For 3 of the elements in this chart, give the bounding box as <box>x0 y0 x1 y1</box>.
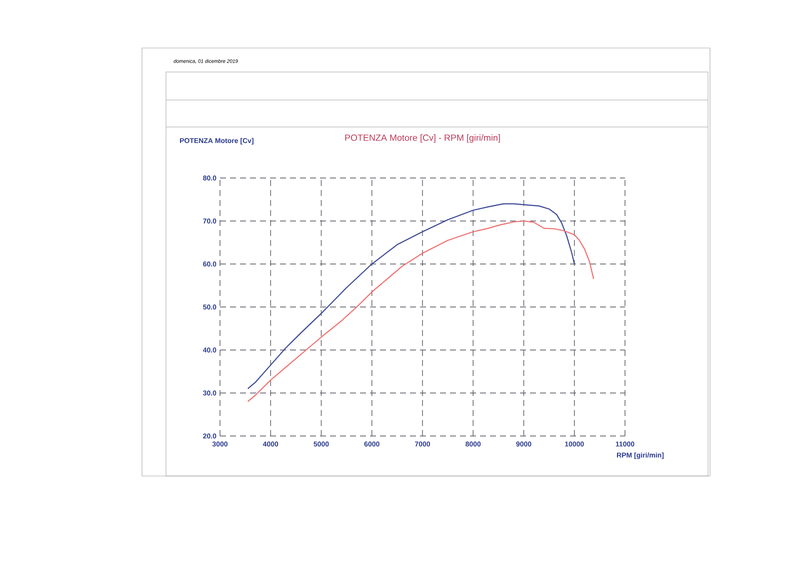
line-series <box>247 220 594 402</box>
chart-title: POTENZA Motore [Cv] - RPM [giri/min] <box>345 134 500 143</box>
line-series <box>247 203 575 390</box>
